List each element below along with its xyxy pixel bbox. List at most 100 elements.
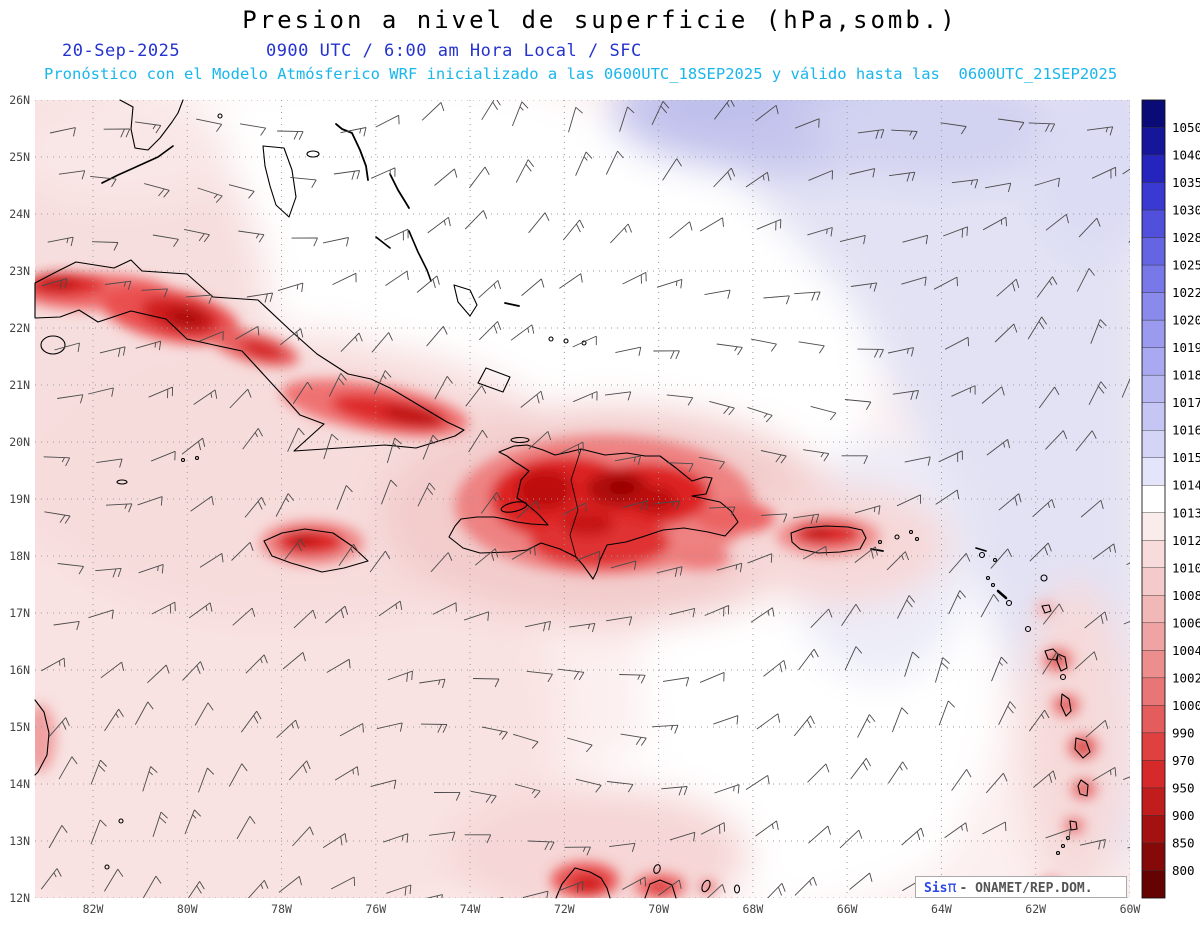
coast-cat-island — [389, 173, 410, 209]
wind-barb-staff — [277, 282, 304, 292]
colorbar-tick-label: 1013 — [1172, 505, 1200, 520]
wind-barb-staff — [339, 723, 364, 737]
wind-barb-staff — [100, 661, 122, 679]
wind-barb-feather — [875, 130, 879, 140]
wind-barb-feather — [440, 102, 445, 112]
wind-barb-feather — [306, 760, 311, 770]
wind-barb-staff — [763, 295, 790, 299]
wind-barb-feather — [486, 834, 492, 844]
wind-barb-feather — [298, 427, 305, 436]
wind-barb-feather — [736, 715, 739, 725]
wind-barb-staff — [247, 879, 265, 898]
wind-barb-staff — [58, 756, 73, 780]
wind-barb-staff — [472, 678, 500, 680]
wind-barb-staff — [981, 386, 1003, 404]
wind-barb-feather — [924, 276, 927, 286]
wind-barb-staff — [430, 552, 449, 573]
wind-barb-feather — [1000, 656, 1008, 664]
wind-barb-feather — [192, 814, 197, 819]
wind-barb-feather — [534, 546, 536, 556]
wind-barb-staff — [427, 216, 449, 234]
valid-datetime-line: 20-Sep-2025 0900 UTC / 6:00 am Hora Loca… — [62, 41, 642, 61]
wind-barb-feather — [1062, 430, 1068, 440]
colorbar-segment — [1141, 99, 1166, 128]
wind-barb-feather — [693, 832, 696, 842]
wind-barb-staff — [669, 831, 695, 841]
wind-barb-staff — [514, 783, 541, 792]
wind-barb-feather — [1098, 840, 1101, 850]
colorbar-segment — [1141, 374, 1166, 403]
colorbar-frame — [1141, 99, 1166, 899]
wind-barb-feather — [901, 707, 909, 715]
wind-barb-feather — [209, 602, 213, 612]
wind-barb-feather — [399, 601, 403, 610]
wind-barb-staff — [384, 228, 409, 241]
wind-barb-feather — [490, 795, 497, 804]
wind-barb-staff — [948, 553, 967, 574]
wind-barb-staff — [1034, 177, 1060, 186]
wind-barb-staff — [745, 171, 768, 188]
wind-barb-feather — [634, 560, 637, 570]
wind-barb-feather — [961, 228, 964, 238]
wind-barb-staff — [54, 342, 80, 351]
coast-florida-keys — [101, 145, 174, 184]
wind-barb-staff — [756, 713, 779, 730]
wind-barb-staff — [242, 428, 259, 450]
wind-barb-feather — [909, 130, 913, 136]
wind-barb-staff — [1027, 316, 1043, 340]
wind-barb-feather — [1061, 901, 1065, 909]
wind-barb-feather — [254, 432, 258, 438]
colorbar-segment — [1141, 209, 1166, 238]
wind-barb-feather — [1051, 499, 1056, 509]
wind-barb-feather — [340, 373, 347, 381]
wind-barb-feather — [525, 163, 532, 172]
wind-barb-feather — [200, 661, 205, 671]
wind-barb-staff — [197, 187, 223, 197]
wind-barb-feather — [399, 722, 403, 732]
wind-barb-staff — [998, 118, 1024, 123]
colorbar-segment — [1141, 787, 1166, 816]
wind-barb-staff — [416, 275, 438, 293]
wind-barb-feather — [767, 610, 770, 616]
wind-barb-feather — [482, 429, 488, 438]
wind-barb-feather — [356, 170, 361, 180]
lat-tick-label: 12N — [9, 891, 30, 905]
wind-barb-staff — [794, 291, 821, 295]
wind-barb-staff — [340, 127, 367, 134]
wind-barb-staff — [760, 450, 787, 457]
wind-barb-staff — [144, 183, 170, 191]
wind-barb-staff — [182, 661, 201, 681]
wind-barb-staff — [951, 179, 978, 184]
wind-barb-feather — [1132, 374, 1138, 381]
wind-barb-feather — [436, 275, 440, 285]
wind-barb-feather — [617, 150, 624, 159]
wind-barb-staff — [417, 482, 430, 507]
colorbar-segment — [1141, 622, 1166, 651]
wind-barb-feather — [1099, 319, 1107, 327]
wind-barb-staff — [48, 717, 67, 738]
wind-barb-staff — [48, 825, 63, 849]
wind-barb-feather — [211, 496, 214, 506]
wind-barb-staff — [1076, 268, 1090, 292]
wind-barb-staff — [792, 513, 819, 519]
wind-barb-staff — [1033, 770, 1054, 788]
wind-barb-staff — [421, 102, 442, 121]
colorbar-tick-label: 1014 — [1172, 478, 1200, 493]
colorbar-segment — [1141, 815, 1166, 844]
wind-barb-staff — [699, 217, 723, 232]
wind-barb-staff — [336, 485, 347, 510]
wind-barb-staff — [698, 456, 725, 463]
wind-barb-feather — [878, 505, 881, 515]
wind-barb-feather — [490, 551, 495, 561]
wind-barb-feather — [1041, 316, 1048, 325]
wind-barb-staff — [142, 875, 157, 898]
wind-barb-staff — [287, 427, 299, 452]
wind-barb-staff — [760, 513, 787, 516]
wind-barb-feather — [644, 877, 647, 887]
wind-barb-feather — [429, 482, 436, 491]
coast-nevis — [1005, 599, 1013, 607]
wind-barb-feather — [157, 566, 159, 572]
wind-barb-feather — [118, 708, 124, 717]
wind-barb-staff — [147, 664, 167, 684]
